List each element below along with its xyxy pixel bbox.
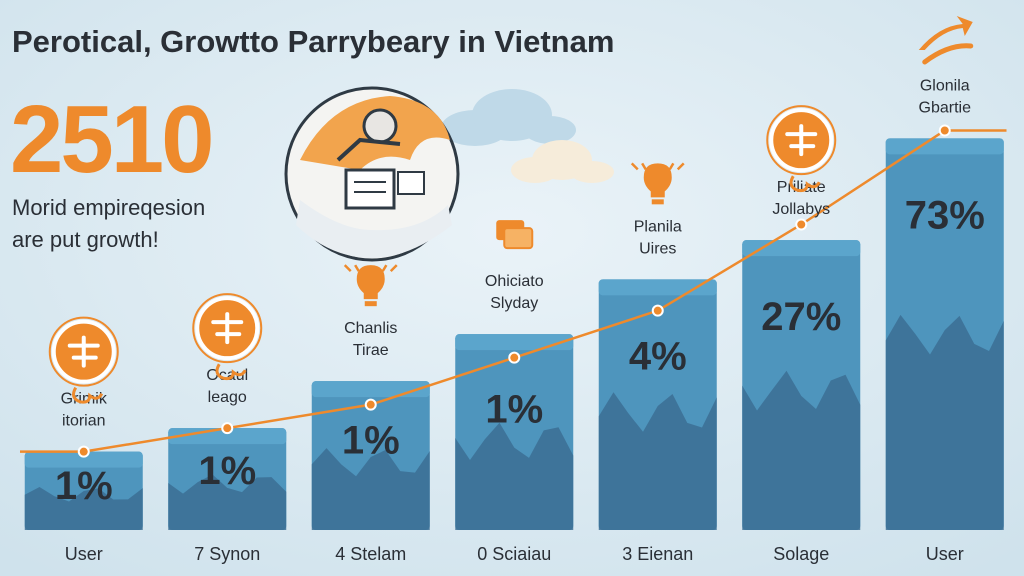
flower-badge-icon xyxy=(192,293,263,381)
trend-point xyxy=(77,445,90,458)
trend-point xyxy=(508,351,521,364)
annotation-label: leago xyxy=(208,389,247,406)
bar-top xyxy=(742,240,861,257)
leaf-badge-icon xyxy=(766,105,837,193)
annotation-label: Priliate xyxy=(777,179,826,196)
bar-value-label: 1% xyxy=(198,449,256,493)
bar-mountain xyxy=(311,448,430,530)
bar-mountain xyxy=(24,486,143,530)
bar-value-label: 1% xyxy=(55,464,113,508)
bar-mountain xyxy=(455,422,574,530)
bar-value-label: 1% xyxy=(485,388,543,432)
x-tick-label: User xyxy=(65,544,103,564)
workspace-illustration xyxy=(284,86,460,262)
annotation-label: Planila xyxy=(634,218,682,235)
arrows-icon xyxy=(918,16,974,65)
trend-point xyxy=(795,218,808,231)
annotation-label: itorian xyxy=(62,413,106,430)
annotation-label: Chanlis xyxy=(344,320,397,337)
bar-value-label: 4% xyxy=(629,334,687,378)
lightbulb-icon xyxy=(630,162,685,205)
trend-point xyxy=(938,124,951,137)
trend-point xyxy=(364,398,377,411)
bar-top xyxy=(311,381,430,398)
annotation-label: Uires xyxy=(639,240,676,257)
subtitle-line: are put growth! xyxy=(12,226,159,252)
bar-value-label: 73% xyxy=(905,193,985,237)
annotation-label: Gbartie xyxy=(919,99,972,116)
bar-top xyxy=(455,334,574,351)
cloud-icon xyxy=(441,89,576,146)
lightbulb-icon xyxy=(343,264,398,307)
x-tick-label: 0 Sciaiau xyxy=(477,544,551,564)
x-tick-label: Solage xyxy=(773,544,829,564)
bar-value-label: 1% xyxy=(342,418,400,462)
bar-mountain xyxy=(885,314,1004,530)
headline-number: 2510 xyxy=(10,86,215,193)
bar-top xyxy=(24,451,143,468)
trend-point xyxy=(651,304,664,317)
x-tick-label: 3 Eienan xyxy=(622,544,693,564)
bar-top xyxy=(598,279,717,296)
subtitle-line: Morid empireqesion xyxy=(12,195,206,220)
cloud-icon xyxy=(511,140,614,183)
trend-point xyxy=(221,422,234,435)
annotation-label: Slyday xyxy=(490,295,538,312)
bar-mountain xyxy=(742,370,861,530)
x-tick-label: User xyxy=(926,544,964,564)
annotation-label: Ohiciato xyxy=(485,273,544,290)
x-tick-label: 7 Synon xyxy=(194,544,260,564)
annotation-label: Glonila xyxy=(920,77,970,94)
annotation-label: Tirae xyxy=(353,342,389,359)
gear-badge-icon xyxy=(48,316,119,404)
cards-icon xyxy=(496,220,534,250)
subtitle: Morid empireqesion are put growth! xyxy=(12,192,205,256)
bar-mountain xyxy=(598,392,717,530)
page-title: Perotical, Growtto Parrybeary in Vietnam xyxy=(12,24,615,59)
bar-top xyxy=(885,138,1004,155)
bar-mountain xyxy=(168,474,287,530)
x-tick-label: 4 Stelam xyxy=(335,544,406,564)
bar-value-label: 27% xyxy=(761,295,841,339)
annotation-label: Jollabys xyxy=(772,201,830,218)
